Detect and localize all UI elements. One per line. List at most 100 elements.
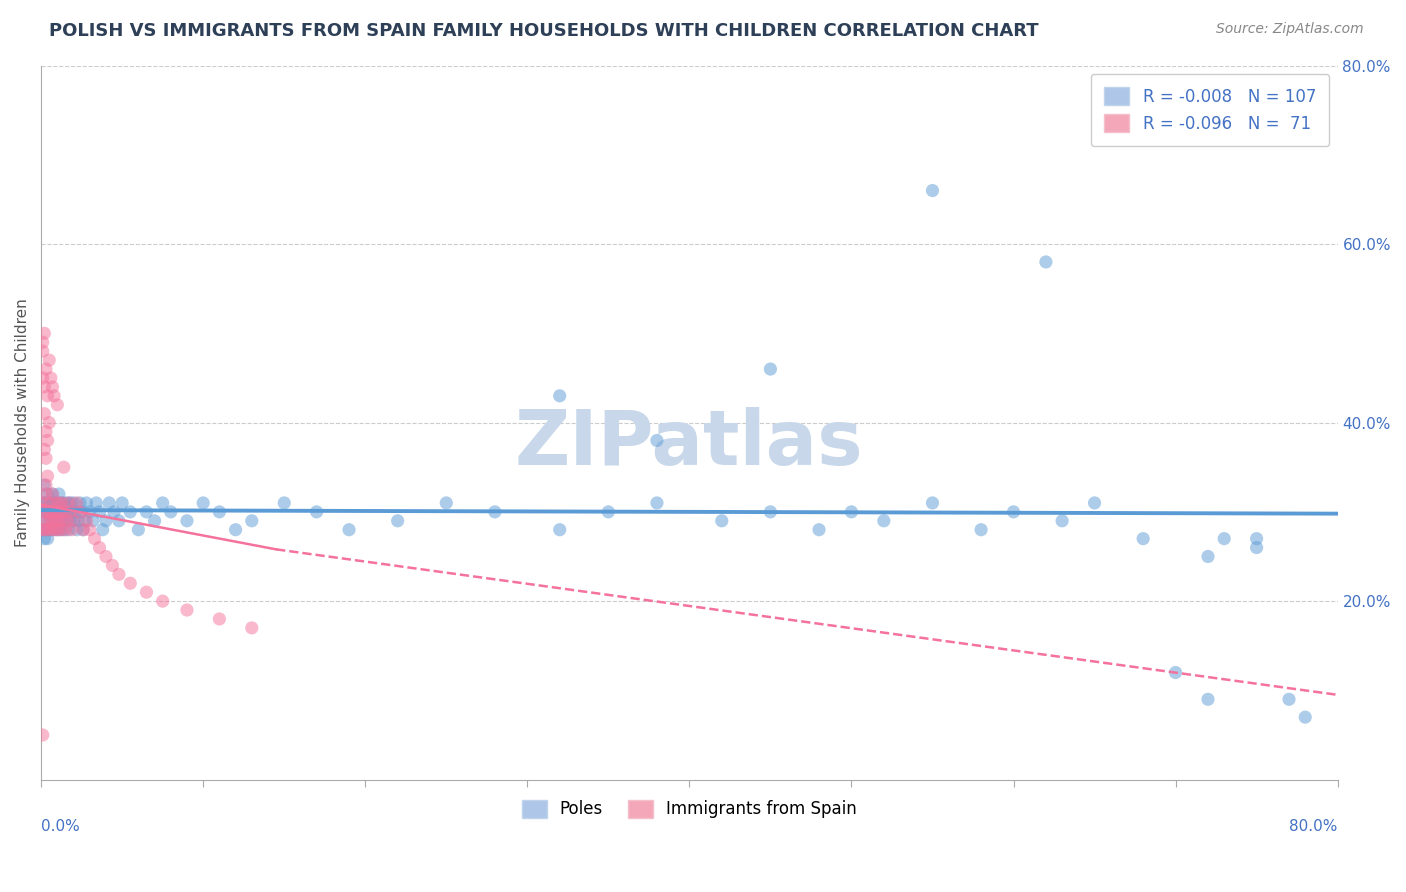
Point: [101, 558, 124, 573]
Point: [273, 496, 295, 510]
Point: [1294, 710, 1316, 724]
Point: [49, 496, 72, 510]
Point: [42, 389, 65, 403]
Point: [42, 523, 65, 537]
Point: [225, 523, 247, 537]
Point: [1035, 255, 1057, 269]
Point: [1213, 532, 1236, 546]
Point: [51, 505, 73, 519]
Point: [38, 353, 60, 368]
Point: [159, 505, 181, 519]
Point: [921, 496, 943, 510]
Point: [46, 505, 69, 519]
Point: [31, 371, 53, 385]
Point: [31, 523, 53, 537]
Point: [56, 514, 79, 528]
Point: [34, 442, 56, 457]
Point: [46, 398, 69, 412]
Point: [34, 326, 56, 341]
Point: [337, 523, 360, 537]
Point: [35, 478, 58, 492]
Point: [1002, 505, 1025, 519]
Point: [55, 514, 77, 528]
Point: [41, 487, 63, 501]
Point: [31, 496, 53, 510]
Point: [66, 523, 89, 537]
Point: [39, 371, 62, 385]
Point: [48, 487, 70, 501]
Point: [35, 425, 58, 439]
Point: [52, 460, 75, 475]
Point: [63, 505, 86, 519]
Point: [759, 505, 782, 519]
Point: [38, 496, 60, 510]
Point: [37, 505, 59, 519]
Y-axis label: Family Households with Children: Family Households with Children: [15, 298, 30, 547]
Point: [120, 576, 142, 591]
Point: [48, 514, 70, 528]
Point: [34, 505, 56, 519]
Point: [34, 532, 56, 546]
Point: [42, 505, 65, 519]
Point: [60, 505, 83, 519]
Point: [152, 594, 174, 608]
Point: [41, 380, 63, 394]
Point: [208, 612, 231, 626]
Point: [841, 505, 863, 519]
Point: [37, 532, 59, 546]
Point: [111, 496, 134, 510]
Point: [48, 496, 70, 510]
Point: [240, 514, 263, 528]
Point: [645, 434, 668, 448]
Point: [35, 514, 58, 528]
Point: [59, 514, 82, 528]
Point: [48, 514, 70, 528]
Point: [484, 505, 506, 519]
Point: [56, 496, 79, 510]
Point: [35, 451, 58, 466]
Point: [37, 434, 59, 448]
Point: [59, 505, 82, 519]
Point: [45, 514, 67, 528]
Point: [46, 523, 69, 537]
Point: [808, 523, 831, 537]
Point: [176, 603, 198, 617]
Point: [60, 523, 83, 537]
Point: [66, 496, 89, 510]
Point: [46, 523, 69, 537]
Point: [31, 335, 53, 350]
Point: [38, 523, 60, 537]
Point: [34, 478, 56, 492]
Point: [1132, 532, 1154, 546]
Point: [52, 496, 75, 510]
Point: [76, 496, 98, 510]
Point: [873, 514, 896, 528]
Point: [38, 496, 60, 510]
Point: [34, 380, 56, 394]
Point: [38, 416, 60, 430]
Point: [710, 514, 733, 528]
Point: [51, 496, 73, 510]
Point: [759, 362, 782, 376]
Point: [143, 514, 166, 528]
Point: [89, 505, 111, 519]
Point: [98, 496, 121, 510]
Point: [42, 523, 65, 537]
Point: [37, 505, 59, 519]
Point: [84, 496, 107, 510]
Point: [46, 505, 69, 519]
Point: [34, 407, 56, 421]
Point: [52, 523, 75, 537]
Point: [176, 514, 198, 528]
Point: [51, 514, 73, 528]
Point: [55, 505, 77, 519]
Point: [1050, 514, 1073, 528]
Point: [67, 514, 90, 528]
Point: [35, 523, 58, 537]
Point: [37, 487, 59, 501]
Point: [1246, 532, 1268, 546]
Point: [55, 523, 77, 537]
Point: [58, 496, 80, 510]
Point: [120, 505, 142, 519]
Point: [1197, 549, 1219, 564]
